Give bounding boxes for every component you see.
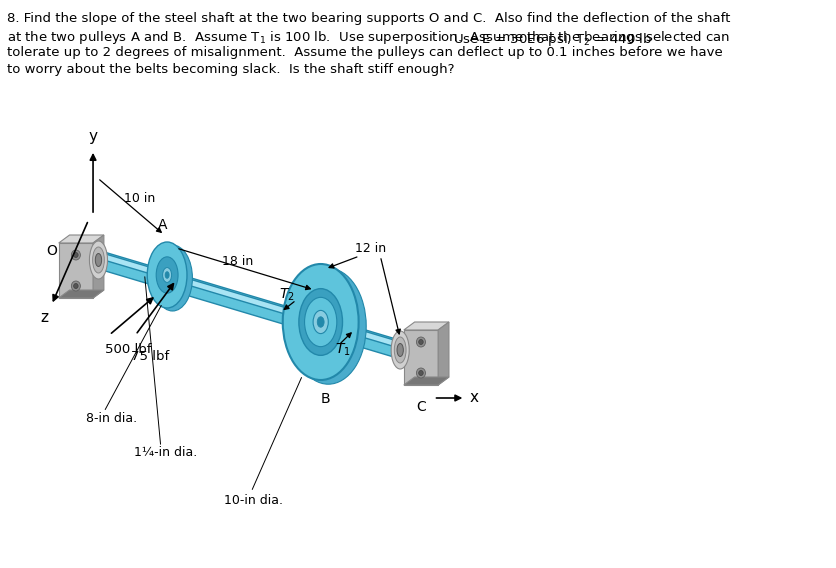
Text: y: y <box>89 129 98 144</box>
Text: 10-in dia.: 10-in dia. <box>224 494 283 507</box>
Text: 8. Find the slope of the steel shaft at the two bearing supports O and C.  Also : 8. Find the slope of the steel shaft at … <box>8 12 730 25</box>
Text: $T_2$: $T_2$ <box>279 287 295 303</box>
Text: tolerate up to 2 degrees of misalignment.  Assume the pulleys can deflect up to : tolerate up to 2 degrees of misalignment… <box>8 46 722 59</box>
Text: B: B <box>320 392 329 406</box>
Text: z: z <box>40 310 48 325</box>
Text: C: C <box>415 400 426 414</box>
Circle shape <box>74 283 78 289</box>
Ellipse shape <box>390 331 409 369</box>
Ellipse shape <box>290 268 366 384</box>
Text: 500 lbf: 500 lbf <box>104 343 151 356</box>
Text: at the two pulleys A and B.  Assume T$_1$ is 100 lb.  Use superposition.  Assume: at the two pulleys A and B. Assume T$_1$… <box>8 29 730 46</box>
Text: 12 in: 12 in <box>354 241 385 254</box>
Polygon shape <box>403 377 448 385</box>
Text: to worry about the belts becoming slack.  Is the shaft stiff enough?: to worry about the belts becoming slack.… <box>8 63 454 76</box>
Ellipse shape <box>95 253 101 266</box>
Circle shape <box>71 250 80 260</box>
Ellipse shape <box>147 242 186 308</box>
Ellipse shape <box>89 241 107 279</box>
Ellipse shape <box>304 298 336 346</box>
Polygon shape <box>59 243 93 298</box>
Text: 1¼-in dia.: 1¼-in dia. <box>134 446 196 460</box>
Circle shape <box>416 337 425 347</box>
Text: 8-in dia.: 8-in dia. <box>86 411 137 424</box>
Text: $T_1$: $T_1$ <box>335 342 351 358</box>
Polygon shape <box>91 249 396 357</box>
Text: x: x <box>469 391 478 406</box>
Circle shape <box>74 253 78 257</box>
Ellipse shape <box>93 247 104 273</box>
Polygon shape <box>93 235 104 298</box>
Circle shape <box>71 281 80 291</box>
Ellipse shape <box>165 272 169 278</box>
Text: 75 lbf: 75 lbf <box>130 350 169 363</box>
Text: O: O <box>46 244 57 258</box>
Polygon shape <box>437 322 448 385</box>
Ellipse shape <box>313 310 328 333</box>
Polygon shape <box>403 322 448 330</box>
Ellipse shape <box>152 245 192 311</box>
Ellipse shape <box>317 317 324 327</box>
Ellipse shape <box>156 257 178 293</box>
Ellipse shape <box>283 264 358 380</box>
Ellipse shape <box>396 344 403 357</box>
Polygon shape <box>92 250 395 346</box>
Circle shape <box>418 370 423 375</box>
Circle shape <box>418 340 423 345</box>
Circle shape <box>416 368 425 378</box>
Polygon shape <box>59 235 104 243</box>
Ellipse shape <box>394 337 405 363</box>
Text: 10 in: 10 in <box>124 191 155 204</box>
Ellipse shape <box>298 289 342 356</box>
Text: Use E = 30E6 psi, T$_2$ = 440 lb: Use E = 30E6 psi, T$_2$ = 440 lb <box>453 31 652 48</box>
Ellipse shape <box>162 268 171 282</box>
Text: A: A <box>158 218 167 232</box>
Polygon shape <box>403 330 437 385</box>
Polygon shape <box>59 290 104 298</box>
Text: 18 in: 18 in <box>222 254 253 268</box>
